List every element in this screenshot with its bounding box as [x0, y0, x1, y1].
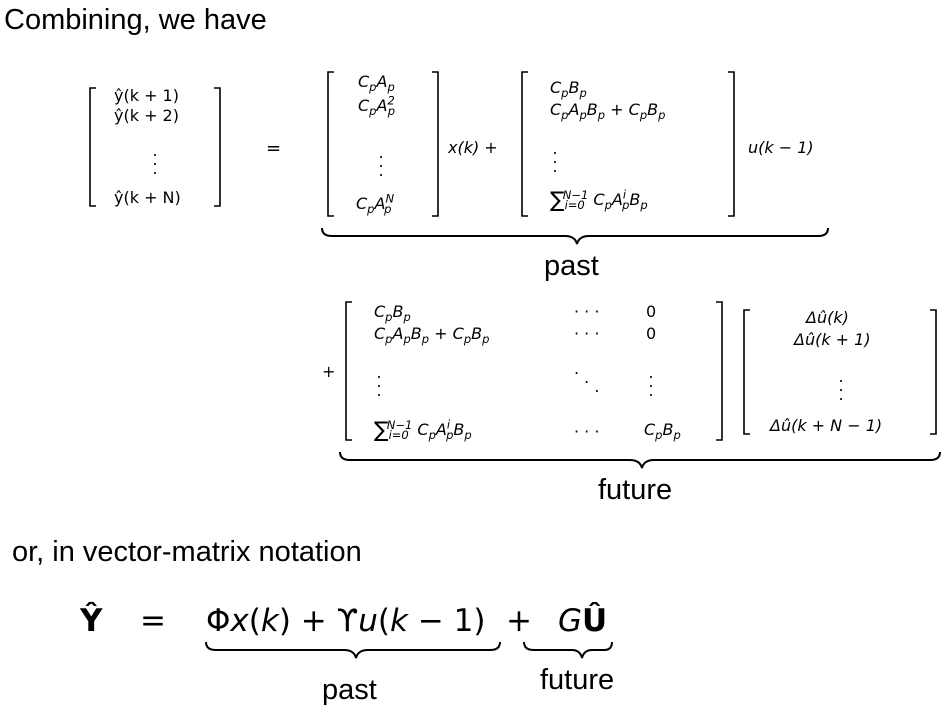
plus-sign-bottom: + [506, 603, 532, 639]
horizontal-dots: · · · [574, 324, 600, 343]
horizontal-dots: · · · [574, 422, 600, 441]
y-vector-entry-n: ŷ(k + N) [114, 188, 181, 207]
diagonal-dots: . . . [574, 359, 600, 396]
phi-entry-n: CpANp [356, 191, 395, 217]
vertical-dots: ... [378, 143, 384, 180]
vertical-dots: ... [648, 363, 654, 400]
phi-entry-1: CpAp [358, 72, 395, 95]
intro-text: Combining, we have [4, 4, 267, 36]
g-entry-nn: CpBp [644, 420, 681, 443]
equals-sign-bottom: = [140, 603, 166, 639]
equals-sign: = [266, 138, 282, 159]
y-hat-bold: Ŷ [80, 603, 103, 639]
u-km1-term: u(k − 1) [748, 138, 814, 157]
g-entry-n1: ∑i=0N−1 CpAipBp [374, 417, 472, 443]
future-expression: GÛ [558, 603, 608, 639]
future-label-top: future [598, 474, 673, 506]
y-vector-entry-2: ŷ(k + 2) [114, 106, 179, 125]
plus-sign: + [322, 362, 336, 381]
vertical-dots: ... [376, 363, 382, 400]
upsilon-entry-1: CpBp [550, 78, 587, 101]
upsilon-entry-2: CpApBp + CpBp [550, 100, 666, 123]
du-entry-n: Δû(k + N − 1) [770, 416, 883, 435]
vertical-dots: ... [152, 141, 158, 178]
du-entry-2: Δû(k + 1) [794, 330, 871, 349]
vertical-dots: ... [552, 139, 558, 176]
g-entry-21: CpApBp + CpBp [374, 324, 490, 347]
du-entry-1: Δû(k) [806, 308, 849, 327]
past-label-top: past [544, 250, 599, 282]
horizontal-dots: · · · [574, 302, 600, 321]
upsilon-entry-n: ∑i=0N−1 CpAipBp [550, 187, 648, 213]
g-entry-11: CpBp [374, 302, 411, 325]
phi-entry-2: CpA2p [358, 93, 396, 119]
mid-text: or, in vector-matrix notation [12, 536, 362, 568]
zero-entry: 0 [646, 324, 657, 343]
x-k-term: x(k) + [448, 138, 498, 157]
past-label-bottom: past [322, 674, 377, 706]
past-expression: Φx(k) + ϒu(k − 1) [206, 603, 486, 639]
y-vector-entry-1: ŷ(k + 1) [114, 86, 179, 105]
future-label-bottom: future [540, 664, 615, 696]
vertical-dots: ... [838, 367, 844, 404]
zero-entry: 0 [646, 302, 657, 321]
